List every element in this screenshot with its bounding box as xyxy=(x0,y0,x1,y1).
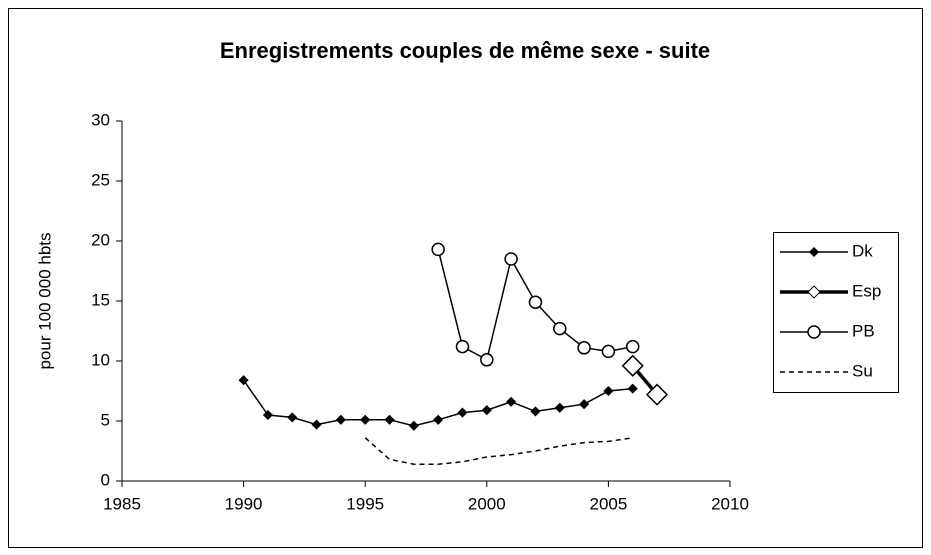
y-tick-label: 30 xyxy=(91,110,110,129)
legend-label: Dk xyxy=(852,241,873,260)
marker xyxy=(579,399,590,410)
x-tick-label: 1990 xyxy=(225,494,263,513)
marker xyxy=(311,419,322,430)
marker xyxy=(528,295,543,309)
marker xyxy=(335,414,346,425)
marker xyxy=(480,353,494,367)
y-tick-label: 20 xyxy=(91,230,110,249)
marker xyxy=(808,246,820,258)
marker xyxy=(384,414,395,425)
marker xyxy=(603,385,614,397)
marker xyxy=(457,407,468,418)
marker xyxy=(287,412,298,423)
marker xyxy=(554,402,565,413)
marker xyxy=(433,414,444,425)
y-tick-label: 10 xyxy=(91,350,110,369)
marker xyxy=(621,354,644,377)
legend-label: PB xyxy=(852,321,875,340)
legend-label: Su xyxy=(852,361,873,380)
marker xyxy=(431,242,445,257)
marker xyxy=(625,339,640,354)
marker xyxy=(627,383,638,394)
chart-border xyxy=(8,8,923,548)
marker xyxy=(238,375,249,386)
y-tick-label: 0 xyxy=(101,470,110,489)
marker xyxy=(481,405,492,416)
marker xyxy=(360,414,371,425)
marker xyxy=(645,383,669,406)
marker xyxy=(553,321,567,336)
marker xyxy=(455,339,470,354)
marker xyxy=(807,325,821,339)
marker xyxy=(504,252,518,266)
y-tick-label: 25 xyxy=(91,170,110,189)
x-tick-label: 1985 xyxy=(103,494,141,513)
y-tick-label: 5 xyxy=(101,410,110,429)
legend-label: Esp xyxy=(852,281,881,300)
marker xyxy=(506,396,517,407)
marker xyxy=(601,344,616,359)
marker xyxy=(262,409,273,421)
marker xyxy=(577,341,591,355)
y-tick-label: 15 xyxy=(91,290,110,309)
x-tick-label: 1995 xyxy=(346,494,384,513)
chart-title: Enregistrements couples de même sexe - s… xyxy=(220,38,710,63)
x-tick-label: 2010 xyxy=(711,494,749,513)
legend xyxy=(773,232,899,393)
y-axis-label: pour 100 000 hbts xyxy=(35,232,54,369)
marker xyxy=(530,406,541,417)
marker xyxy=(408,420,419,431)
marker xyxy=(807,285,821,299)
x-tick-label: 2005 xyxy=(589,494,627,513)
x-tick-label: 2000 xyxy=(468,494,506,513)
